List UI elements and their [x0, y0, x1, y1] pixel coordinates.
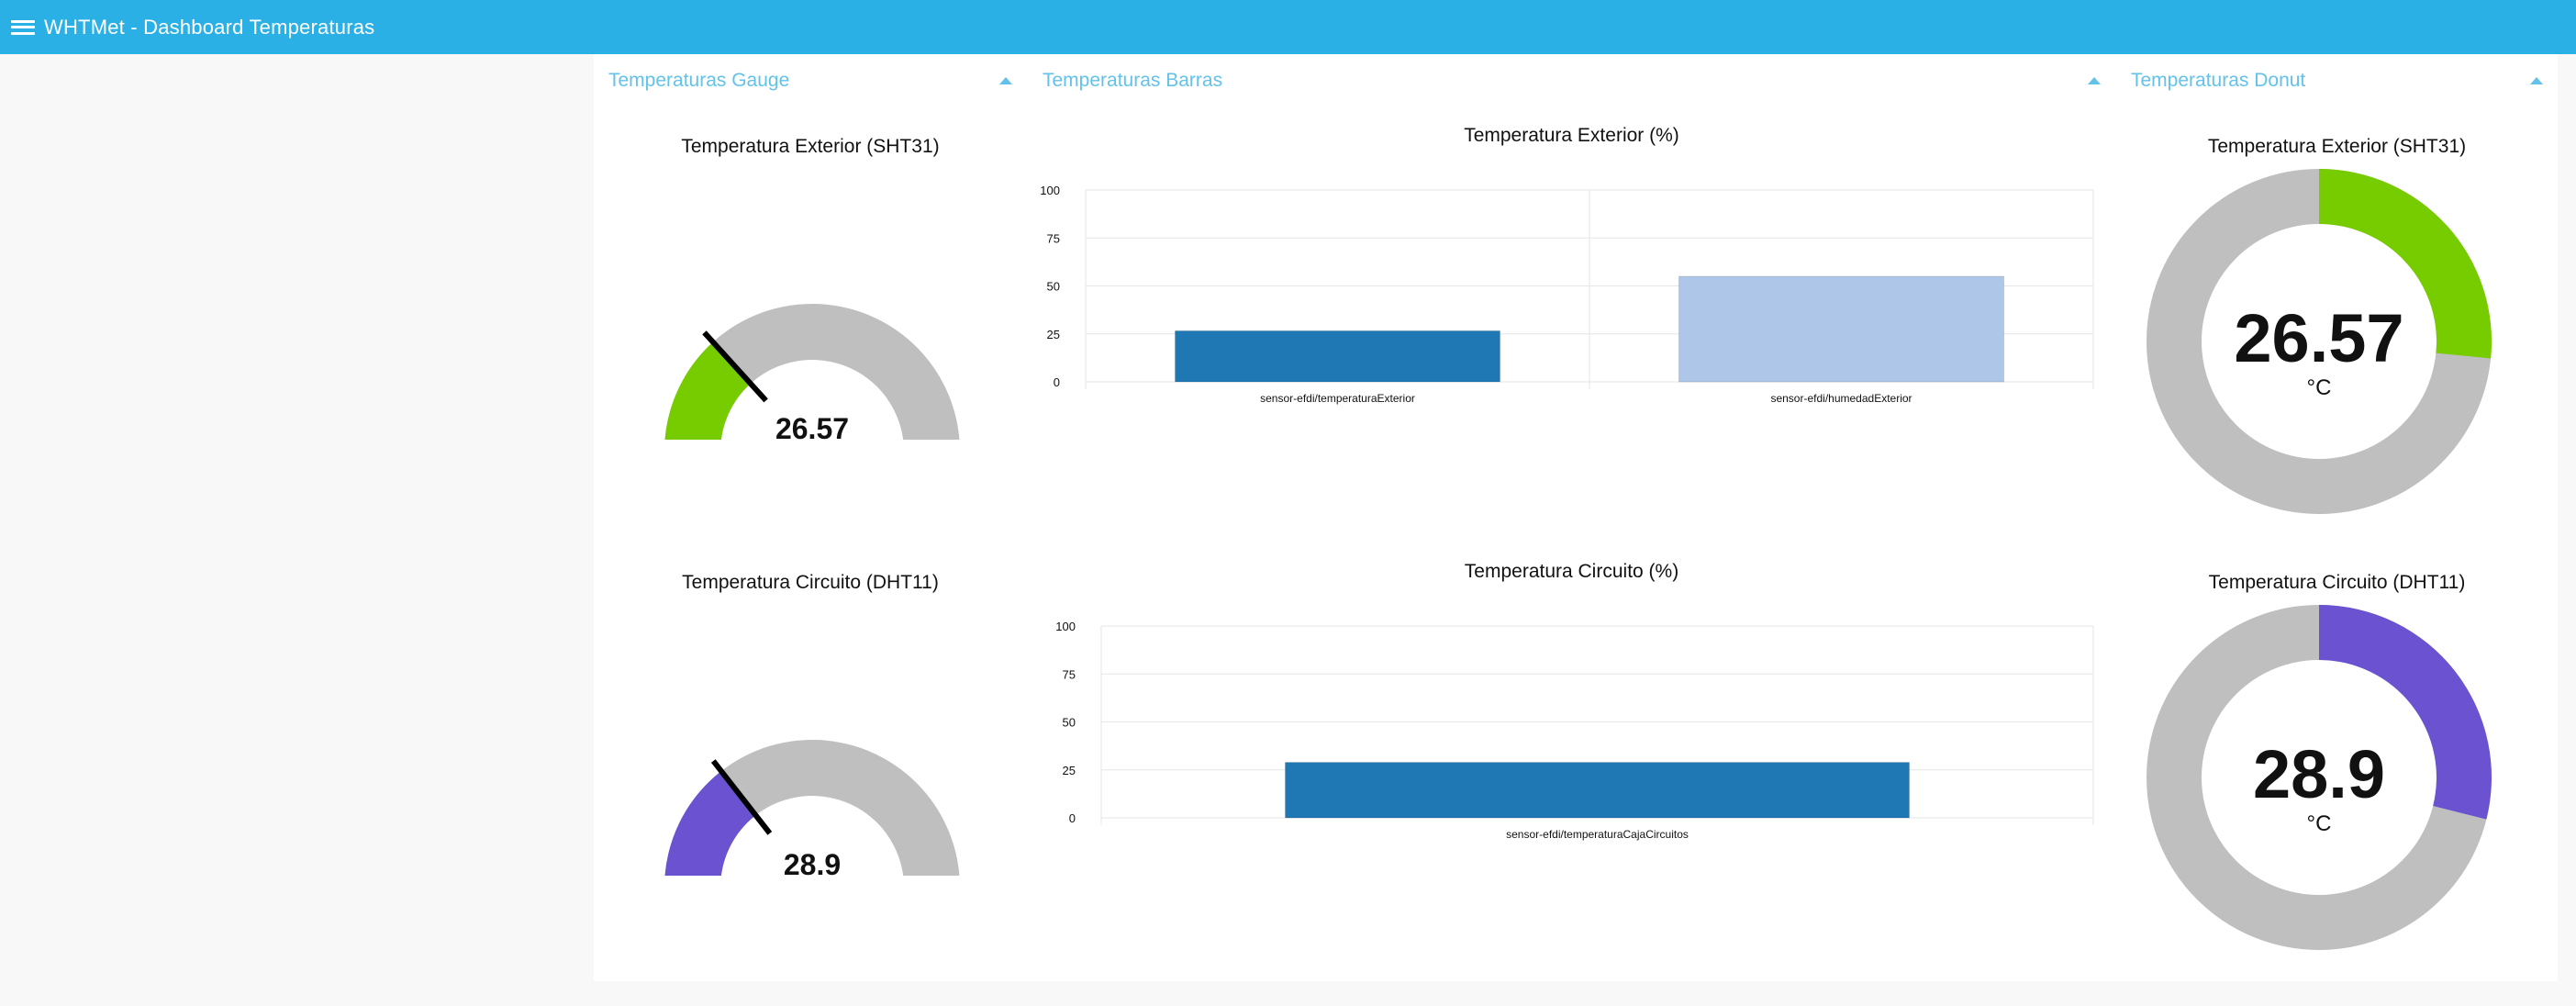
x-tick-label: sensor-efdi/temperaturaCajaCircuitos	[1506, 828, 1689, 841]
group-gauge-header[interactable]: Temperaturas Gauge	[594, 67, 1027, 95]
gauge-fill	[664, 341, 751, 440]
gauge-track	[664, 304, 960, 440]
y-tick-label: 0	[1069, 811, 1076, 825]
group-gauge: Temperaturas Gauge Temperatura Exterior …	[594, 54, 1027, 981]
gauge-needle	[702, 330, 768, 403]
bar-chart-title-exterior: Temperatura Exterior (%)	[1464, 125, 1679, 146]
donut-value: 28.9	[2253, 736, 2385, 812]
gauge-exterior: 26.57°C0100	[664, 304, 960, 440]
y-tick-label: 75	[1063, 667, 1076, 681]
y-tick-label: 25	[1063, 764, 1076, 777]
group-donut-header[interactable]: Temperaturas Donut	[2116, 67, 2558, 95]
group-bars-header[interactable]: Temperaturas Barras	[1028, 67, 2115, 95]
gauge-track	[664, 740, 960, 876]
group-bars: Temperaturas Barras Temperatura Exterior…	[1028, 54, 2115, 981]
y-tick-label: 50	[1047, 280, 1060, 294]
gauge-title-circuito: Temperatura Circuito (DHT11)	[682, 572, 939, 593]
donut-fill	[2319, 169, 2492, 359]
bar	[1285, 762, 1910, 819]
x-tick-label: sensor-efdi/temperaturaExterior	[1260, 392, 1415, 405]
y-tick-label: 0	[1054, 375, 1060, 389]
gauge-value: 28.9	[784, 848, 841, 876]
y-tick-label: 75	[1047, 231, 1060, 245]
bar-chart-circuito: 0 25 50 75 100 sensor-efdi/temperaturaCajaCir…	[1055, 620, 2094, 841]
y-tick-label: 100	[1040, 184, 1060, 197]
gauge-circuito: 28.9°C0100	[664, 740, 960, 876]
donut-value: 26.57	[2234, 300, 2403, 376]
gauge-value: 26.57	[775, 412, 849, 440]
group-donut: Temperaturas Donut Temperatura Exterior …	[2116, 54, 2558, 981]
gauge-title-exterior: Temperatura Exterior (SHT31)	[681, 136, 940, 157]
collapse-icon[interactable]	[2088, 77, 2101, 84]
group-gauge-title: Temperaturas Gauge	[608, 70, 790, 91]
top-bar: WHTMet - Dashboard Temperaturas	[0, 0, 2576, 54]
donut-title-exterior: Temperatura Exterior (SHT31)	[2207, 136, 2467, 157]
donut-exterior: 26.57°C	[2147, 169, 2492, 514]
app-title: WHTMet - Dashboard Temperaturas	[44, 15, 375, 39]
group-donut-title: Temperaturas Donut	[2131, 70, 2306, 91]
bar	[1175, 330, 1500, 383]
donut-circuito: 28.9°C	[2147, 605, 2492, 950]
bar-chart-title-circuito: Temperatura Circuito (%)	[1464, 561, 1679, 582]
collapse-icon[interactable]	[999, 77, 1012, 84]
gauge-fill	[664, 771, 756, 876]
bar	[1678, 275, 2004, 383]
collapse-icon[interactable]	[2530, 77, 2543, 84]
donut-unit: °C	[2307, 811, 2332, 836]
x-tick-label: sensor-efdi/humedadExterior	[1770, 392, 1912, 405]
gauge-needle	[710, 759, 773, 835]
donut-unit: °C	[2307, 375, 2332, 400]
bar-chart-exterior: 0 25 50 75 100 sensor-efdi/temperaturaExterio…	[1040, 184, 2094, 405]
hamburger-menu-icon[interactable]	[11, 17, 35, 38]
donut-title-circuito: Temperatura Circuito (DHT11)	[2208, 572, 2466, 593]
donut-fill	[2319, 605, 2492, 820]
y-tick-label: 100	[1055, 620, 1076, 633]
y-tick-label: 50	[1063, 716, 1076, 730]
group-bars-title: Temperaturas Barras	[1043, 70, 1223, 91]
dashboard-content: Temperaturas Gauge Temperatura Exterior …	[594, 54, 2558, 981]
y-tick-label: 25	[1047, 328, 1060, 341]
